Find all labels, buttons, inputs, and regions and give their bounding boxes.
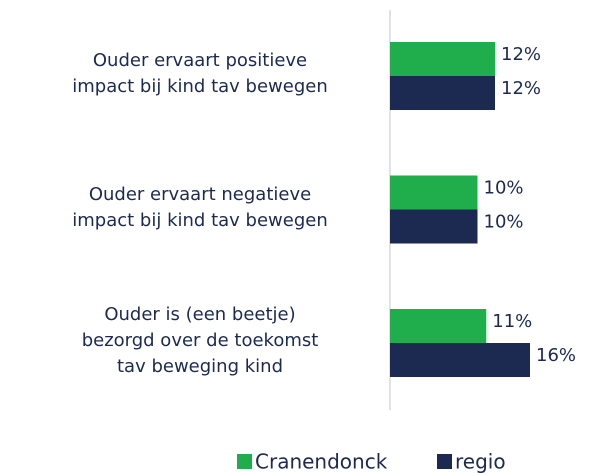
category-label: Ouder ervaart positieve impact bij kind … [72, 50, 328, 97]
bar [390, 343, 530, 377]
value-label: 10% [484, 212, 524, 233]
legend-swatch [237, 454, 252, 469]
value-label: 16% [536, 345, 576, 366]
value-label: 12% [501, 44, 541, 65]
bar [390, 309, 487, 343]
bar [390, 42, 495, 76]
bar [390, 175, 478, 210]
category-label: Ouder ervaart negatieve impact bij kind … [72, 183, 328, 231]
category-label: Ouder is (een beetje) bezorgd over de to… [81, 304, 319, 377]
value-label: 10% [484, 178, 524, 199]
legend-label: Cranendonck [255, 450, 388, 474]
legend-swatch [437, 454, 452, 469]
bar [390, 76, 495, 110]
bar [390, 209, 478, 244]
value-label: 12% [501, 78, 541, 99]
legend-label: regio [455, 450, 506, 474]
value-label: 11% [492, 311, 532, 332]
